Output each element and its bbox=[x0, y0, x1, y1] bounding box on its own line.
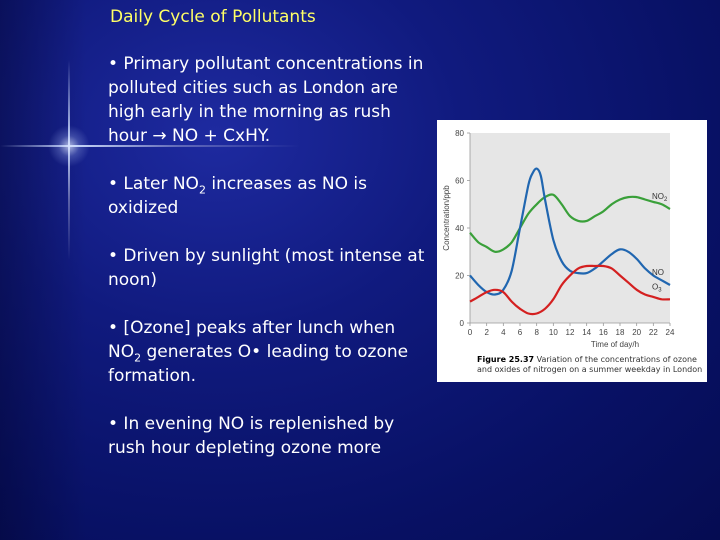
bullet-text: • [Ozone] peaks after lunch when NO bbox=[108, 318, 396, 362]
y-tick-label: 20 bbox=[455, 272, 464, 281]
figure-caption-text: Variation of the concentrations of ozone… bbox=[477, 355, 703, 374]
bullet-evening-no[interactable]: • In evening NO is replenished by rush h… bbox=[108, 412, 433, 460]
x-tick-label: 4 bbox=[501, 328, 506, 337]
x-tick-label: 6 bbox=[518, 328, 523, 337]
series-line-no bbox=[469, 167, 671, 296]
bullet-ozone-peak[interactable]: • [Ozone] peaks after lunch when NO2 gen… bbox=[108, 316, 433, 388]
series-line-o3 bbox=[469, 264, 671, 316]
x-tick-label: 20 bbox=[632, 328, 641, 337]
x-tick-label: 18 bbox=[616, 328, 625, 337]
bullet-sunlight[interactable]: • Driven by sunlight (most intense at no… bbox=[108, 244, 433, 292]
x-tick-label: 14 bbox=[582, 328, 591, 337]
bullet-text: • Later NO bbox=[108, 174, 199, 194]
slide-title: Daily Cycle of Pollutants bbox=[110, 7, 316, 27]
y-tick-label: 80 bbox=[455, 129, 464, 138]
series-label-no2: NO2 bbox=[652, 192, 668, 203]
x-tick-label: 2 bbox=[484, 328, 489, 337]
bullet-no2-increase[interactable]: • Later NO2 increases as NO is oxidized bbox=[108, 172, 433, 220]
plot-area-background bbox=[470, 133, 670, 323]
bullet-text-after: generates O• leading to ozone formation. bbox=[108, 342, 409, 386]
x-tick-label: 12 bbox=[566, 328, 575, 337]
figure-caption-label: Figure 25.37 bbox=[477, 355, 535, 364]
bullet-text-after: increases as NO is oxidized bbox=[108, 174, 368, 218]
y-tick-label: 60 bbox=[455, 177, 464, 186]
series-line-no2 bbox=[469, 193, 671, 253]
figure-caption: Figure 25.37 Variation of the concentrat… bbox=[477, 355, 705, 375]
bullet-text: • In evening NO is replenished by rush h… bbox=[108, 414, 395, 458]
x-tick-label: 10 bbox=[549, 328, 558, 337]
series-label-no: NO bbox=[652, 268, 664, 277]
x-tick-label: 0 bbox=[468, 328, 473, 337]
bullet-subscript: 2 bbox=[198, 183, 206, 197]
figure-panel[interactable]: 0 20 40 60 80 0 2 4 6 8 10 12 14 16 18 20 22 24 Time of da… bbox=[437, 120, 707, 382]
bullet-primary-pollutants[interactable]: • Primary pollutant concentrations in po… bbox=[108, 52, 433, 148]
series-label-o3: O3 bbox=[652, 282, 662, 293]
bullet-subscript: 2 bbox=[134, 351, 142, 365]
lens-flare-horizontal bbox=[0, 145, 300, 147]
x-tick-label: 16 bbox=[599, 328, 608, 337]
y-tick-label: 40 bbox=[455, 224, 464, 233]
y-tick-label: 0 bbox=[460, 319, 465, 328]
x-tick-label: 24 bbox=[666, 328, 675, 337]
x-tick-label: 8 bbox=[534, 328, 539, 337]
x-tick-label: 22 bbox=[649, 328, 658, 337]
lens-flare-glow bbox=[48, 125, 90, 167]
bullet-text: • Primary pollutant concentrations in po… bbox=[108, 54, 424, 146]
bullet-text: • Driven by sunlight (most intense at no… bbox=[108, 246, 425, 290]
x-axis-label: Time of day/h bbox=[591, 340, 639, 349]
y-axis-label: Concentration/ppb bbox=[442, 185, 451, 251]
